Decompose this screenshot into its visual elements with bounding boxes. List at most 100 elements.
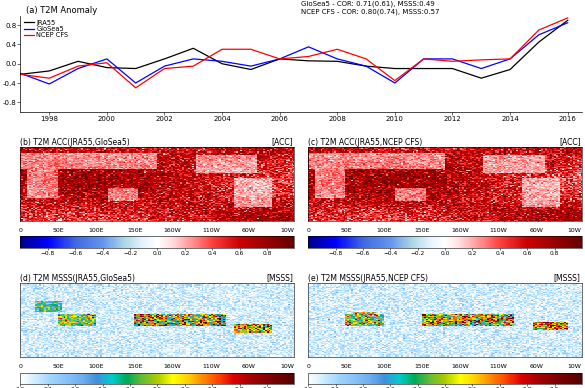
Point [234,155,243,161]
Point [304,197,313,203]
Point [476,210,485,216]
Point [395,210,405,216]
Point [568,159,577,166]
Point [223,189,232,195]
Point [441,168,450,174]
Point [545,159,554,166]
Point [418,147,428,153]
Point [154,163,163,170]
Point [142,168,152,174]
Point [304,201,313,207]
Point [453,184,462,191]
Point [62,193,71,199]
Text: (d) T2M MSSS(JRA55,GloSea5): (d) T2M MSSS(JRA55,GloSea5) [20,274,136,283]
Point [373,147,382,153]
Point [97,193,106,199]
Point [556,197,566,203]
NCEP CFS [363,57,370,61]
Point [441,218,450,224]
Point [476,168,485,174]
Point [534,172,543,178]
Point [534,201,543,207]
Point [50,163,60,170]
Point [62,176,71,182]
Point [108,168,117,174]
JRA55 [507,67,514,72]
Legend: JRA55, GloSea5, NCEP CFS: JRA55, GloSea5, NCEP CFS [24,19,69,39]
Point [361,214,370,220]
Point [361,176,370,182]
Point [119,159,129,166]
Point [510,159,519,166]
Point [499,176,508,182]
Point [16,218,25,224]
Point [418,176,428,182]
Point [165,155,174,161]
Point [384,184,393,191]
Point [257,147,267,153]
Point [510,201,519,207]
Point [464,176,474,182]
Point [304,168,313,174]
Point [16,180,25,187]
Point [97,184,106,191]
Point [27,151,37,157]
Point [85,172,94,178]
GloSea5 [190,57,197,61]
Point [154,201,163,207]
Point [464,197,474,203]
Point [395,184,405,191]
Point [395,205,405,211]
Point [108,201,117,207]
Point [522,172,531,178]
Point [407,205,417,211]
Point [16,147,25,153]
Point [384,159,393,166]
GloSea5 [478,66,485,71]
Point [373,205,382,211]
Point [534,151,543,157]
Point [108,180,117,187]
JRA55 [46,69,53,73]
Text: GloSea5 - COR: 0.71(0.61), MSSS:0.49
NCEP CFS - COR: 0.80(0.74), MSSS:0.57: GloSea5 - COR: 0.71(0.61), MSSS:0.49 NCE… [301,0,440,15]
Point [165,147,174,153]
Point [373,197,382,203]
Point [453,193,462,199]
Point [487,214,497,220]
Point [177,218,186,224]
Point [257,172,267,178]
Point [418,201,428,207]
GloSea5 [305,45,312,49]
Point [487,172,497,178]
Point [441,180,450,187]
Point [407,163,417,170]
Point [568,151,577,157]
Point [349,218,359,224]
Point [257,151,267,157]
Point [304,151,313,157]
Point [211,218,221,224]
Point [476,214,485,220]
Point [304,193,313,199]
Point [188,184,198,191]
Point [556,168,566,174]
Point [108,172,117,178]
NCEP CFS [161,66,168,71]
Point [510,214,519,220]
Point [165,172,174,178]
Point [510,193,519,199]
Point [269,201,278,207]
Point [62,159,71,166]
Point [27,168,37,174]
Point [487,218,497,224]
JRA55 [449,66,456,71]
NCEP CFS [46,76,53,81]
JRA55 [132,66,139,71]
Point [349,180,359,187]
Point [568,201,577,207]
Point [326,205,336,211]
Point [50,197,60,203]
Point [407,168,417,174]
Point [188,218,198,224]
Point [142,172,152,178]
